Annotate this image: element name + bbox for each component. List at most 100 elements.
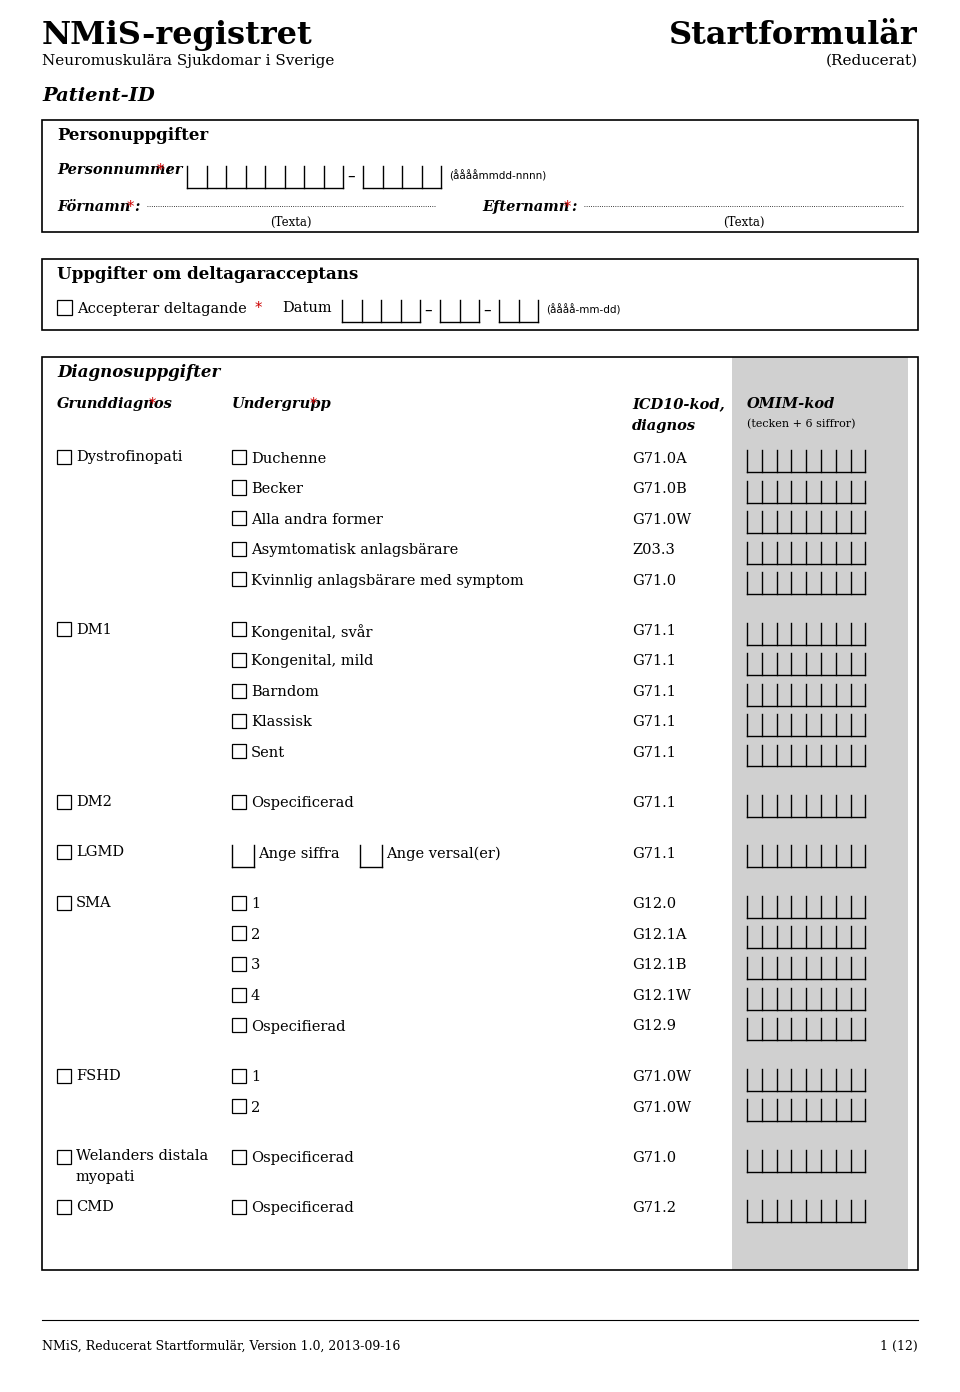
- Bar: [232, 927, 246, 941]
- Text: Z03.3: Z03.3: [632, 543, 675, 557]
- Text: Förnamn: Förnamn: [57, 200, 131, 214]
- Text: (Texta): (Texta): [271, 216, 312, 230]
- Text: (åååå-mm-dd): (åååå-mm-dd): [546, 305, 620, 316]
- Text: Undergrupp: Undergrupp: [232, 397, 332, 411]
- Bar: [232, 480, 246, 494]
- Text: Neuromuskulära Sjukdomar i Sverige: Neuromuskulära Sjukdomar i Sverige: [42, 54, 334, 68]
- Text: :: :: [134, 200, 139, 214]
- Text: Alla andra former: Alla andra former: [251, 512, 383, 526]
- Text: SMA: SMA: [76, 896, 111, 910]
- Bar: [232, 1018, 246, 1031]
- Text: G71.1: G71.1: [632, 624, 676, 638]
- Text: NMiS, Reducerat Startformulär, Version 1.0, 2013-09-16: NMiS, Reducerat Startformulär, Version 1…: [42, 1340, 400, 1353]
- Text: –: –: [347, 168, 354, 184]
- Text: G12.1A: G12.1A: [632, 928, 686, 942]
- Text: CMD: CMD: [76, 1200, 114, 1214]
- Text: 1 (12): 1 (12): [880, 1340, 918, 1353]
- Bar: [57, 301, 72, 315]
- Bar: [732, 356, 908, 1270]
- Text: 1: 1: [251, 898, 260, 912]
- Text: 3: 3: [251, 959, 260, 973]
- Text: G71.0W: G71.0W: [632, 1070, 691, 1084]
- Text: ICD10-kod,: ICD10-kod,: [632, 397, 725, 411]
- Text: Welanders distala: Welanders distala: [76, 1150, 208, 1164]
- Text: Ospecificerad: Ospecificerad: [251, 796, 353, 810]
- Bar: [232, 1100, 246, 1114]
- Text: Klassisk: Klassisk: [251, 715, 312, 729]
- Text: Kvinnlig anlagsbärare med symptom: Kvinnlig anlagsbärare med symptom: [251, 574, 524, 587]
- Bar: [232, 450, 246, 464]
- Text: Accepterar deltagande: Accepterar deltagande: [77, 302, 247, 316]
- Text: 1: 1: [251, 1070, 260, 1084]
- Text: 2: 2: [251, 928, 260, 942]
- Text: Becker: Becker: [251, 482, 303, 496]
- Text: G71.1: G71.1: [632, 796, 676, 810]
- Bar: [57, 845, 71, 859]
- Text: G71.0: G71.0: [632, 574, 676, 587]
- Text: Ospecificerad: Ospecificerad: [251, 1201, 353, 1215]
- Text: :: :: [165, 163, 170, 177]
- Text: Ange siffra: Ange siffra: [258, 846, 340, 862]
- Text: G71.1: G71.1: [632, 846, 676, 862]
- Bar: [57, 622, 71, 636]
- Text: Barndom: Barndom: [251, 685, 319, 699]
- Text: OMIM-kod: OMIM-kod: [747, 397, 835, 411]
- Text: –: –: [424, 302, 432, 317]
- Bar: [232, 745, 246, 759]
- Text: (Reducerat): (Reducerat): [826, 54, 918, 68]
- Bar: [232, 622, 246, 636]
- Text: G71.2: G71.2: [632, 1201, 676, 1215]
- Text: Patient-ID: Patient-ID: [42, 86, 155, 104]
- Text: Duchenne: Duchenne: [251, 451, 326, 465]
- Bar: [232, 511, 246, 525]
- Text: Asymtomatisk anlagsbärare: Asymtomatisk anlagsbärare: [251, 543, 458, 557]
- Text: (tecken + 6 siffror): (tecken + 6 siffror): [747, 419, 855, 429]
- Bar: [42, 356, 918, 1270]
- Bar: [42, 259, 918, 330]
- Text: *: *: [564, 200, 571, 214]
- Text: G12.1B: G12.1B: [632, 959, 686, 973]
- Text: FSHD: FSHD: [76, 1069, 121, 1083]
- Text: G12.0: G12.0: [632, 898, 676, 912]
- Bar: [232, 795, 246, 809]
- Text: Personuppgifter: Personuppgifter: [57, 127, 208, 143]
- Text: G71.0A: G71.0A: [632, 451, 686, 465]
- Bar: [232, 958, 246, 972]
- Text: G71.1: G71.1: [632, 715, 676, 729]
- Text: –: –: [483, 302, 491, 317]
- Bar: [232, 714, 246, 728]
- Text: DM1: DM1: [76, 622, 111, 636]
- Text: *: *: [157, 163, 164, 177]
- Text: 2: 2: [251, 1101, 260, 1115]
- Text: G12.1W: G12.1W: [632, 988, 691, 1004]
- Text: diagnos: diagnos: [632, 419, 696, 433]
- Text: *: *: [310, 397, 318, 412]
- Bar: [57, 1150, 71, 1164]
- Bar: [232, 683, 246, 697]
- Bar: [232, 541, 246, 555]
- Text: Kongenital, mild: Kongenital, mild: [251, 654, 373, 668]
- Text: (ååååmmdd-nnnn): (ååååmmdd-nnnn): [449, 170, 546, 182]
- Text: DM2: DM2: [76, 795, 112, 809]
- Bar: [57, 795, 71, 809]
- Text: NMiS-registret: NMiS-registret: [42, 19, 313, 52]
- Text: Dystrofinopati: Dystrofinopati: [76, 450, 182, 464]
- Bar: [57, 1200, 71, 1214]
- Text: *: *: [149, 397, 156, 412]
- Text: G71.1: G71.1: [632, 654, 676, 668]
- Text: (Texta): (Texta): [723, 216, 764, 230]
- Bar: [232, 572, 246, 586]
- Text: Startformulär: Startformulär: [669, 19, 918, 52]
- Bar: [57, 896, 71, 910]
- Text: LGMD: LGMD: [76, 845, 124, 859]
- Text: Ange versal(er): Ange versal(er): [386, 846, 500, 862]
- Text: Personnummer: Personnummer: [57, 163, 182, 177]
- Bar: [57, 450, 71, 464]
- Bar: [232, 1069, 246, 1083]
- Bar: [232, 1200, 246, 1214]
- Text: G12.9: G12.9: [632, 1019, 676, 1033]
- Text: G71.1: G71.1: [632, 746, 676, 760]
- Text: Grunddiagnos: Grunddiagnos: [57, 397, 173, 411]
- Text: G71.1: G71.1: [632, 685, 676, 699]
- Text: G71.0B: G71.0B: [632, 482, 686, 496]
